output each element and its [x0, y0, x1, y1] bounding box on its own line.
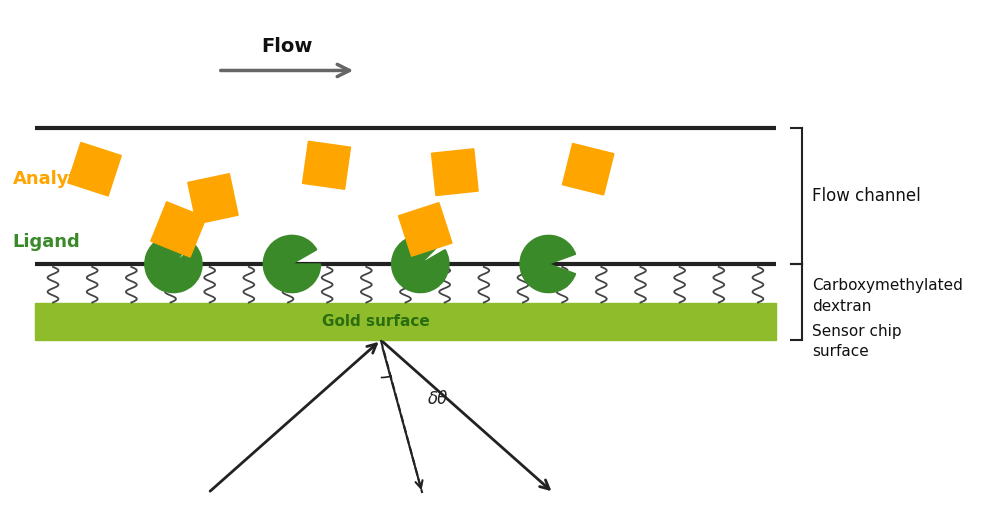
Text: Carboxymethylated: Carboxymethylated [812, 278, 963, 292]
Text: surface: surface [812, 344, 869, 359]
Polygon shape [562, 144, 614, 195]
Text: dextran: dextran [812, 299, 872, 315]
Wedge shape [392, 235, 449, 292]
Polygon shape [68, 143, 121, 196]
Polygon shape [398, 203, 452, 256]
Polygon shape [432, 149, 478, 196]
Polygon shape [151, 202, 206, 257]
Text: Ligand: Ligand [13, 233, 80, 251]
Wedge shape [145, 235, 202, 292]
Text: Flow: Flow [261, 37, 313, 56]
Text: Analyte: Analyte [13, 170, 90, 188]
Wedge shape [520, 235, 576, 292]
Text: Sensor chip: Sensor chip [812, 324, 902, 339]
Polygon shape [188, 174, 238, 224]
Polygon shape [303, 141, 350, 189]
Text: δθ: δθ [428, 390, 448, 408]
Text: Gold surface: Gold surface [322, 314, 430, 329]
Bar [35, 304, 776, 340]
Text: Flow channel: Flow channel [812, 187, 921, 205]
Wedge shape [263, 235, 321, 292]
